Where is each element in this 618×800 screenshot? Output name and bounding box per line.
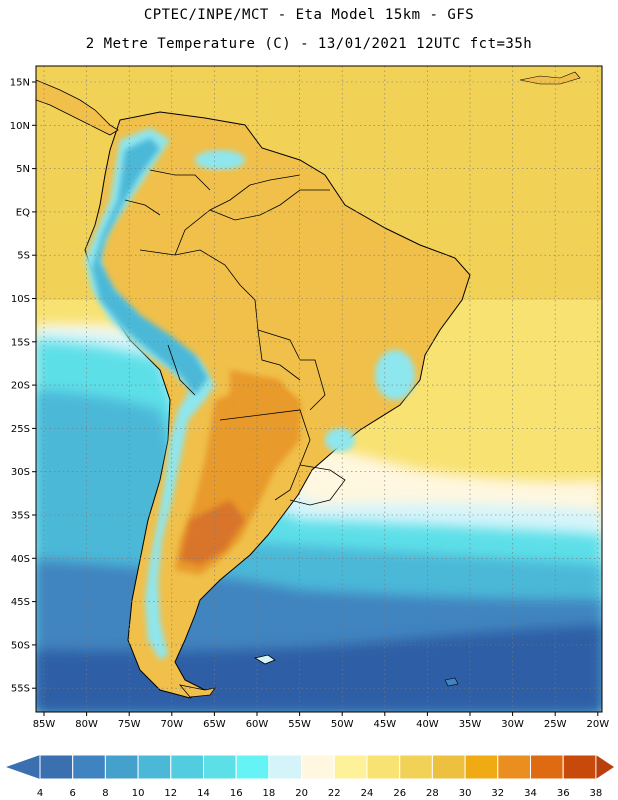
longitude-label: 75W	[118, 719, 141, 730]
longitude-labels: 85W 80W 75W 70W 65W 60W 55W 50W 45W 40W 35W 30W 25W 2…	[33, 719, 610, 730]
colorbar-swatch	[399, 754, 433, 780]
colorbar-swatch	[170, 754, 205, 780]
colorbar-label: 10	[132, 788, 145, 799]
colorbar-swatch	[104, 754, 139, 780]
latitude-label: 10S	[11, 294, 30, 305]
longitude-label: 50W	[331, 719, 354, 730]
colorbar-swatch	[39, 754, 74, 780]
longitude-label: 65W	[203, 719, 226, 730]
longitude-label: 55W	[288, 719, 311, 730]
colorbar-label: 24	[361, 788, 374, 799]
colorbar-left-arrow	[6, 755, 40, 779]
colorbar-label: 36	[557, 788, 570, 799]
latitude-labels: 15N 10N 5N EQ 5S 10S 15S 20S 25S 30S 35S 40S 45S 50S 5…	[10, 78, 30, 695]
longitude-label: 60W	[246, 719, 269, 730]
colorbar-label: 26	[393, 788, 406, 799]
latitude-label: 50S	[11, 640, 30, 651]
colorbar-swatch	[301, 754, 335, 780]
latitude-label: 5S	[17, 251, 30, 262]
longitude-label: 85W	[33, 719, 56, 730]
latitude-label: 15S	[11, 337, 30, 348]
colorbar-label: 32	[491, 788, 504, 799]
latitude-label: 35S	[11, 511, 30, 522]
temperature-colorbar: 4 6 8 10 12 14 16 18 20 22 24 26 28 30 32 34 36 38	[6, 754, 614, 799]
colorbar-label: 4	[37, 788, 43, 799]
colorbar-label: 12	[164, 788, 177, 799]
latitude-label: 5N	[16, 164, 30, 175]
colorbar-label: 20	[295, 788, 308, 799]
longitude-label: 20W	[586, 719, 609, 730]
longitude-label: 80W	[75, 719, 98, 730]
colorbar-swatch	[464, 754, 499, 780]
colorbar-swatch	[530, 754, 564, 780]
longitude-label: 45W	[373, 719, 396, 730]
colorbar-swatch	[137, 754, 172, 780]
latitude-label: 55S	[11, 684, 30, 695]
colorbar-label: 38	[590, 788, 603, 799]
longitude-label: 25W	[544, 719, 567, 730]
longitude-label: 40W	[416, 719, 439, 730]
longitude-label: 35W	[459, 719, 482, 730]
colorbar-label: 28	[426, 788, 439, 799]
colorbar-label: 16	[230, 788, 243, 799]
colorbar-swatch	[203, 754, 237, 780]
latitude-label: 10N	[10, 121, 30, 132]
colorbar-right-arrow	[595, 755, 614, 779]
colorbar-swatch	[72, 754, 106, 780]
colorbar-swatch	[562, 754, 597, 780]
map-field	[36, 66, 602, 712]
colorbar-swatch	[235, 754, 270, 780]
colorbar-swatch	[431, 754, 466, 780]
longitude-label: 30W	[501, 719, 524, 730]
latitude-label: 15N	[10, 78, 30, 89]
colorbar-label: 22	[328, 788, 341, 799]
map-title-line-1: CPTEC/INPE/MCT - Eta Model 15km - GFS	[143, 7, 475, 23]
country-borders	[124, 169, 346, 506]
latitude-label: EQ	[16, 207, 30, 218]
colorbar-label: 6	[70, 788, 76, 799]
colorbar-label: 14	[197, 788, 210, 799]
map-frame	[35, 65, 603, 713]
map-title-line-2: 2 Metre Temperature (C) - 13/01/2021 12U…	[85, 36, 533, 52]
colorbar-swatch	[333, 754, 368, 780]
latitude-label: 30S	[11, 467, 30, 478]
colorbar-label: 18	[263, 788, 276, 799]
colorbar-label: 30	[459, 788, 472, 799]
colorbar-label: 34	[524, 788, 537, 799]
latitude-label: 40S	[11, 554, 30, 565]
colorbar-swatch	[497, 754, 531, 780]
longitude-label: 70W	[160, 719, 183, 730]
colorbar-swatch	[268, 754, 303, 780]
colorbar-swatch	[366, 754, 401, 780]
colorbar-label: 8	[102, 788, 108, 799]
latitude-label: 20S	[11, 381, 30, 392]
latitude-label: 25S	[11, 424, 30, 435]
latitude-label: 45S	[11, 597, 30, 608]
